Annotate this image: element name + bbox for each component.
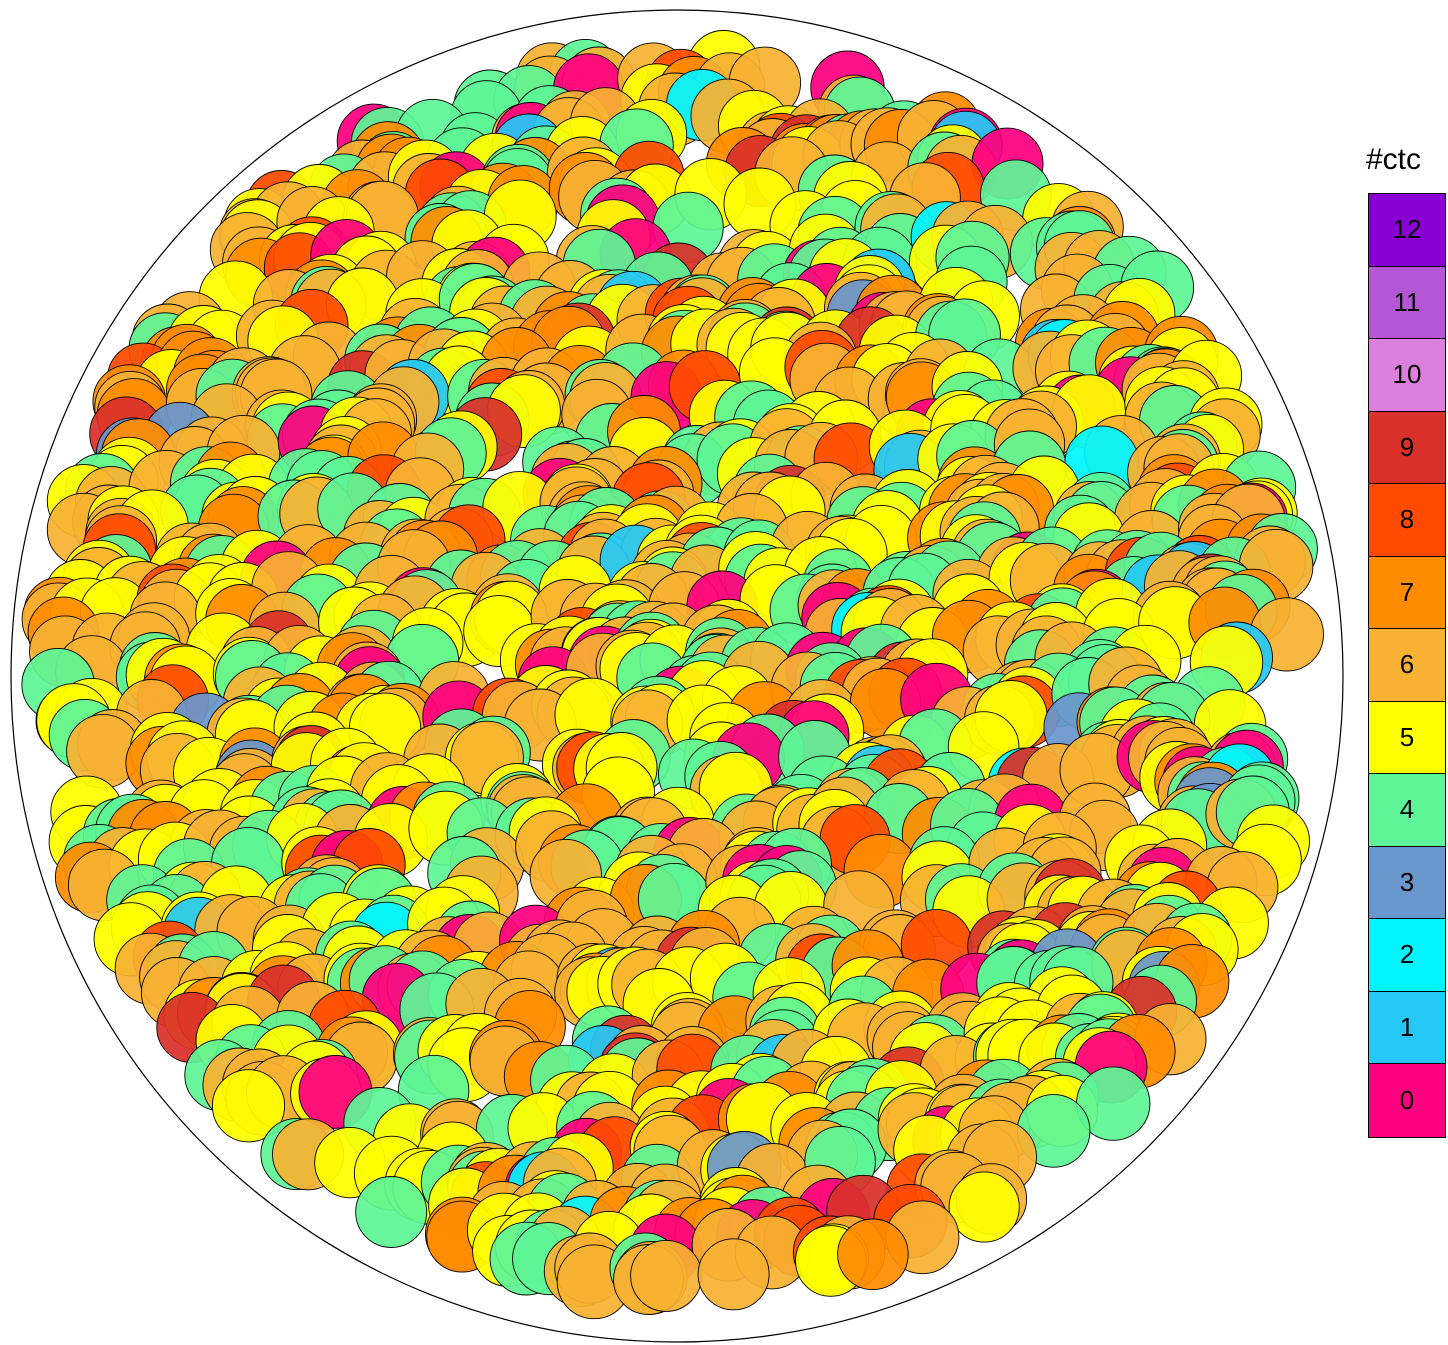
- legend-entry-2: 2: [1369, 919, 1445, 992]
- contact-count-legend: #ctc 12 11 10 9 8 7 6 5 4 3 2 1 0: [1366, 140, 1448, 1138]
- container-boundary: [10, 9, 1344, 1343]
- particle-layer: [21, 30, 1324, 1320]
- legend-entry-11: 11: [1369, 266, 1445, 339]
- particle: [211, 1069, 286, 1143]
- particle: [630, 1239, 703, 1312]
- legend-title: #ctc: [1366, 143, 1422, 176]
- legend-color-scale: 12 11 10 9 8 7 6 5 4 3 2 1 0: [1368, 193, 1446, 1138]
- particle: [697, 1238, 770, 1311]
- legend-entry-7: 7: [1369, 556, 1445, 629]
- particle: [837, 1218, 909, 1291]
- legend-entry-12: 12: [1369, 194, 1445, 267]
- legend-entry-10: 10: [1369, 339, 1445, 412]
- legend-entry-8: 8: [1369, 484, 1445, 557]
- legend-entry-5: 5: [1369, 701, 1445, 774]
- legend-entry-4: 4: [1369, 774, 1445, 847]
- legend-entry-1: 1: [1369, 991, 1445, 1064]
- legend-entry-3: 3: [1369, 846, 1445, 919]
- particle: [948, 1171, 1020, 1243]
- particle-packing-view: [10, 9, 1344, 1343]
- legend-entry-0: 0: [1369, 1064, 1445, 1137]
- particle: [355, 1176, 428, 1248]
- legend-entry-9: 9: [1369, 411, 1445, 484]
- legend-entry-6: 6: [1369, 629, 1445, 702]
